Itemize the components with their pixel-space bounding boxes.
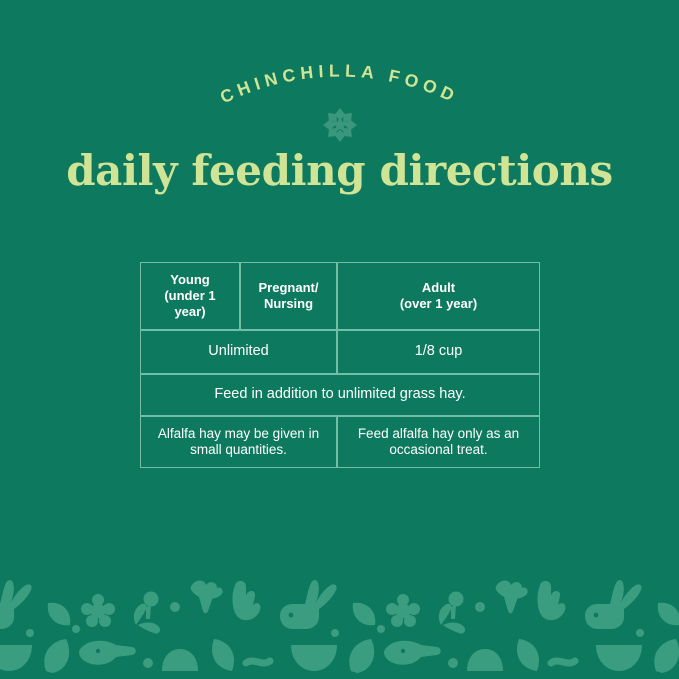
table-header-row: Young (under 1 year) Pregnant/ Nursing A…	[140, 262, 540, 330]
cell-amount-adult: 1/8 cup	[337, 330, 540, 374]
young-line-2: (under 1	[164, 288, 216, 304]
botanical-rabbit-pattern-band	[0, 567, 679, 679]
cell-amount-young-pregnant: Unlimited	[140, 330, 337, 374]
adult-line-2: (over 1 year)	[399, 296, 478, 311]
table-row: Unlimited 1/8 cup	[140, 330, 540, 374]
column-header-adult: Adult (over 1 year)	[337, 262, 540, 330]
pregnant-line-1: Pregnant/	[258, 280, 319, 296]
eyebrow-arc: CHINCHILLA FOOD	[0, 52, 679, 114]
pattern-tiles	[0, 580, 679, 673]
cell-alfalfa-young-pregnant: Alfalfa hay may be given in small quanti…	[140, 416, 337, 468]
adult-line-1: Adult	[421, 280, 456, 296]
table-row: Feed in addition to unlimited grass hay.	[140, 374, 540, 416]
table-row: Alfalfa hay may be given in small quanti…	[140, 416, 540, 468]
feeding-directions-table: Young (under 1 year) Pregnant/ Nursing A…	[140, 262, 540, 468]
cell-grass-hay-note: Feed in addition to unlimited grass hay.	[140, 374, 540, 416]
young-line-1: Young	[170, 272, 210, 288]
page-title: daily feeding directions	[66, 146, 613, 195]
column-header-pregnant-nursing: Pregnant/ Nursing	[240, 262, 337, 330]
column-header-young: Young (under 1 year)	[140, 262, 240, 330]
pregnant-line-2: Nursing	[263, 296, 314, 311]
rosette-star-icon	[315, 100, 365, 150]
cell-alfalfa-adult: Feed alfalfa hay only as an occasional t…	[337, 416, 540, 468]
young-line-3: year)	[174, 303, 206, 319]
